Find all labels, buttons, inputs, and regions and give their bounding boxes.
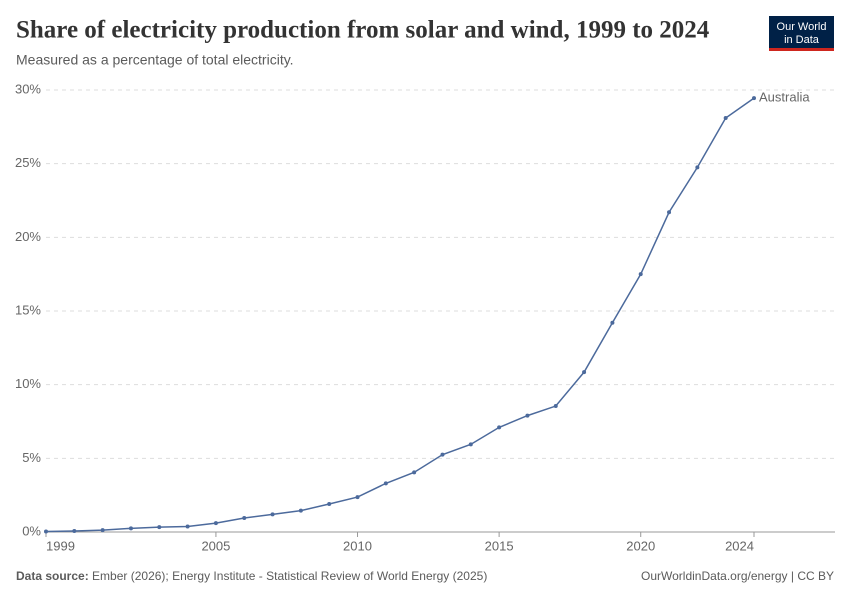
x-tick-label: 2010: [343, 538, 372, 553]
line: [45, 97, 755, 533]
point: [298, 508, 303, 513]
point: [667, 210, 672, 215]
point: [157, 525, 162, 530]
point: [355, 495, 360, 500]
point: [185, 524, 190, 529]
x-tick-label: 2024: [725, 538, 754, 553]
chart-subtitle: Measured as a percentage of total electr…: [16, 52, 294, 68]
point: [327, 502, 332, 507]
source-text: Ember (2026); Energy Institute - Statist…: [92, 569, 487, 583]
point: [383, 481, 388, 486]
series-label: Australia: [759, 90, 810, 105]
point: [553, 404, 558, 409]
x-tick-label: 2020: [626, 538, 655, 553]
x-tick-label: 1999: [46, 538, 75, 553]
logo-stripe: [769, 48, 834, 51]
point: [723, 115, 728, 120]
logo[interactable]: [769, 16, 834, 50]
y-tick-label: 10%: [15, 376, 41, 391]
footer-right[interactable]: OurWorldinData.org/energy | CC BY: [641, 569, 834, 583]
y-tick-label: 20%: [15, 229, 41, 244]
point: [468, 442, 473, 447]
chart-title: Share of electricity production from sol…: [16, 17, 710, 44]
footer-source: Data source: Ember (2026); Energy Instit…: [16, 569, 487, 583]
point: [752, 96, 756, 101]
point: [638, 272, 643, 277]
point: [72, 528, 77, 533]
y-tick-label: 25%: [15, 155, 41, 170]
point: [497, 425, 502, 430]
point: [525, 413, 530, 418]
point: [610, 320, 615, 325]
logo-text: in Data: [784, 34, 820, 46]
y-tick-label: 0%: [22, 523, 41, 538]
source-label: Data source:: [16, 569, 89, 583]
logo-text: Our World: [777, 21, 827, 33]
x-tick-label: 2005: [201, 538, 230, 553]
point: [128, 526, 133, 531]
y-tick-label: 5%: [22, 450, 41, 465]
point: [270, 512, 275, 517]
point: [213, 521, 218, 526]
y-tick-label: 15%: [15, 302, 41, 317]
point: [440, 452, 445, 457]
point: [695, 165, 700, 170]
x-tick-label: 2015: [485, 538, 514, 553]
point: [242, 516, 247, 521]
point: [44, 529, 48, 534]
point: [412, 470, 417, 475]
y-tick-label: 30%: [15, 81, 41, 96]
point: [100, 528, 105, 533]
point: [582, 370, 587, 375]
